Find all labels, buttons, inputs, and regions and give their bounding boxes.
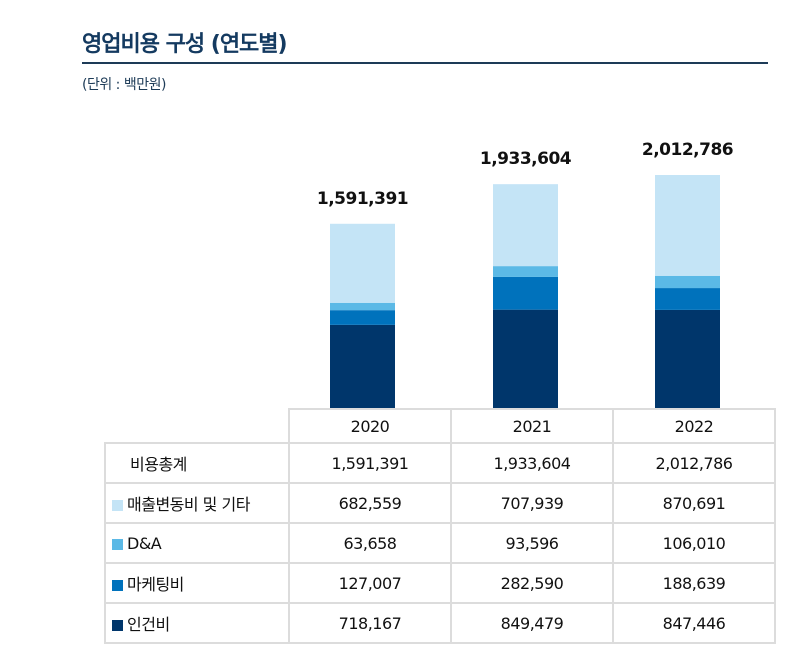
table-header-row: 2020 2021 2022 xyxy=(105,408,776,444)
cell: 849,479 xyxy=(450,602,614,644)
unit-label: (단위 : 백만원) xyxy=(82,77,166,93)
bar-segment-2020-2 xyxy=(330,302,395,311)
cell: 188,639 xyxy=(612,562,776,604)
cell: 682,559 xyxy=(288,482,452,524)
bar-segment-2022-1 xyxy=(655,288,720,310)
cell: 93,596 xyxy=(450,522,614,564)
table-row: D&A 63,658 93,596 106,010 xyxy=(104,522,776,564)
year-header: 2022 xyxy=(612,408,776,444)
cell: 718,167 xyxy=(288,602,452,644)
table-row: 매출변동비 및 기타 682,559 707,939 870,691 xyxy=(104,482,776,524)
row-label: 인건비 xyxy=(127,615,170,634)
cell: 2,012,786 xyxy=(612,442,776,484)
bar-segment-2021-3 xyxy=(493,184,558,267)
bar-segment-2022-0 xyxy=(655,309,720,408)
row-label: 비용총계 xyxy=(104,442,290,484)
legend-swatch xyxy=(112,580,123,591)
cell: 707,939 xyxy=(450,482,614,524)
bar-segment-2021-0 xyxy=(493,309,558,408)
year-header: 2020 xyxy=(288,408,452,444)
cell: 1,591,391 xyxy=(288,442,452,484)
bar-segment-2022-2 xyxy=(655,275,720,289)
stacked-bar-chart: 1,591,391 1,933,604 2,012,786 xyxy=(317,140,734,408)
data-table: 2020 2021 2022 비용총계 1,591,391 1,933,604 … xyxy=(104,408,776,644)
cell: 870,691 xyxy=(612,482,776,524)
row-label: 매출변동비 및 기타 xyxy=(127,495,250,514)
row-label: D&A xyxy=(127,533,162,553)
title-divider xyxy=(82,62,768,64)
table-row: 인건비 718,167 849,479 847,446 xyxy=(104,602,776,644)
table-row: 비용총계 1,591,391 1,933,604 2,012,786 xyxy=(104,442,776,484)
row-label: 마케팅비 xyxy=(127,575,184,594)
bar-segment-2020-3 xyxy=(330,223,395,303)
bar-segment-2021-1 xyxy=(493,276,558,310)
total-label: 1,591,391 xyxy=(317,189,408,209)
cell: 1,933,604 xyxy=(450,442,614,484)
total-label: 1,933,604 xyxy=(480,149,572,169)
total-label: 2,012,786 xyxy=(642,140,733,160)
cell: 282,590 xyxy=(450,562,614,604)
bar-segment-2022-3 xyxy=(655,175,720,276)
cell: 127,007 xyxy=(288,562,452,604)
legend-swatch xyxy=(112,538,123,550)
cell: 106,010 xyxy=(612,522,776,564)
cell: 63,658 xyxy=(288,522,452,564)
page-title: 영업비용 구성 (연도별) xyxy=(82,32,288,57)
bar-segment-2021-2 xyxy=(493,266,558,277)
bar-segment-2020-1 xyxy=(330,310,395,325)
bar-segment-2020-0 xyxy=(330,324,395,408)
year-header: 2021 xyxy=(450,408,614,444)
legend-swatch xyxy=(112,500,123,511)
legend-swatch xyxy=(112,620,123,631)
cell: 847,446 xyxy=(612,602,776,644)
table-row: 마케팅비 127,007 282,590 188,639 xyxy=(104,562,776,604)
